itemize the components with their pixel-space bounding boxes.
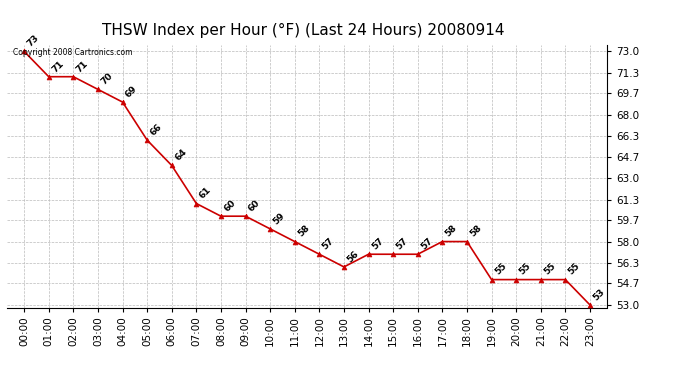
Text: 57: 57	[321, 236, 336, 252]
Text: 55: 55	[566, 262, 582, 277]
Text: 55: 55	[493, 262, 508, 277]
Text: 56: 56	[345, 249, 361, 264]
Text: 70: 70	[99, 71, 115, 87]
Text: 57: 57	[395, 236, 410, 252]
Text: 61: 61	[198, 186, 213, 201]
Text: 57: 57	[419, 236, 435, 252]
Text: THSW Index per Hour (°F) (Last 24 Hours) 20080914: THSW Index per Hour (°F) (Last 24 Hours)…	[102, 22, 505, 38]
Text: 64: 64	[173, 147, 188, 163]
Text: 73: 73	[26, 33, 41, 49]
Text: 60: 60	[247, 198, 262, 213]
Text: 55: 55	[542, 262, 558, 277]
Text: 69: 69	[124, 84, 139, 99]
Text: 58: 58	[469, 224, 484, 239]
Text: 55: 55	[518, 262, 533, 277]
Text: 59: 59	[272, 211, 287, 226]
Text: 57: 57	[370, 236, 385, 252]
Text: 58: 58	[296, 224, 311, 239]
Text: 60: 60	[222, 198, 237, 213]
Text: Copyright 2008 Cartronics.com: Copyright 2008 Cartronics.com	[13, 48, 132, 57]
Text: 71: 71	[50, 58, 66, 74]
Text: 71: 71	[75, 58, 90, 74]
Text: 53: 53	[591, 287, 607, 302]
Text: 66: 66	[148, 122, 164, 137]
Text: 58: 58	[444, 224, 459, 239]
